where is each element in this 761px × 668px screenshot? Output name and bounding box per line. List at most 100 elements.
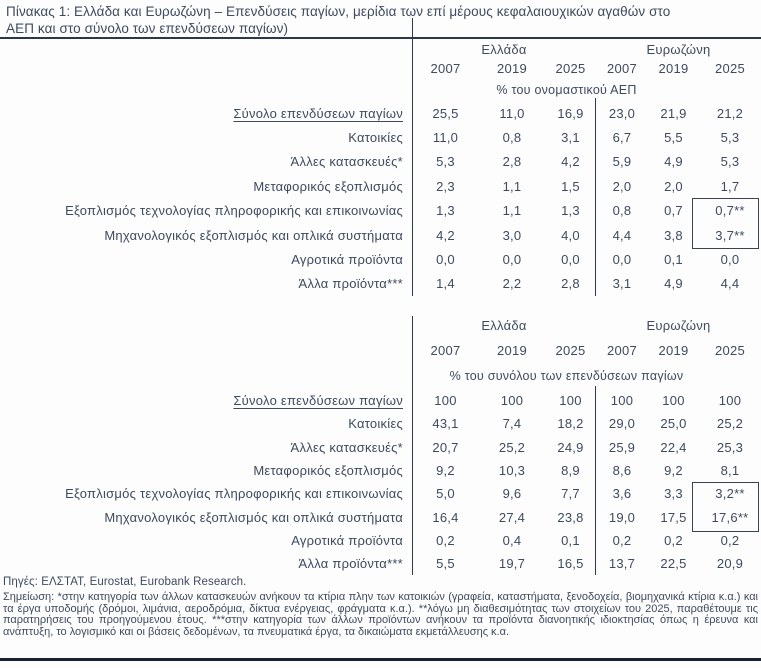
cell-value: 11,0: [432, 130, 459, 146]
unit-header: % του ονομαστικού ΑΕΠ: [496, 83, 637, 97]
cell-value: 5,3: [720, 130, 740, 146]
cell-value: 0,1: [561, 532, 580, 548]
cell-value: 2,0: [612, 178, 632, 194]
year-header: 2025: [555, 342, 586, 358]
column-group-eurozone: Ευρωζώνη: [646, 41, 711, 57]
cell-value: 1,1: [502, 203, 522, 219]
cell-value: 25,3: [716, 439, 744, 455]
cell-value: 100: [610, 393, 634, 409]
cell-value: 2,2: [502, 276, 522, 292]
cell-value: 29,0: [608, 416, 636, 432]
row-label: Μηχανολογικός εξοπλισμός και οπλικά συστ…: [104, 509, 403, 525]
cell-value: 19,0: [608, 509, 636, 525]
cell-value: 11,0: [499, 105, 525, 121]
year-header: 2025: [715, 61, 745, 76]
row-label: Σύνολο επενδύσεων παγίων: [233, 105, 403, 121]
footnote: Σημείωση: *στην κατηγορία των άλλων κατα…: [3, 591, 758, 638]
cell-value: 1,3: [436, 203, 455, 219]
cell-value: 1,7: [720, 178, 740, 194]
cell-value: 22,5: [660, 556, 687, 572]
cell-value: 43,1: [432, 416, 459, 432]
cell-value: 2,3: [436, 178, 455, 194]
row-label: Άλλα προϊόντα***: [298, 556, 403, 572]
cell-value: 21,9: [660, 105, 687, 121]
cell-value: 9,2: [436, 463, 455, 479]
cell-value: 5,9: [612, 154, 632, 170]
year-header: 2007: [607, 61, 637, 76]
cell-value: 25,5: [432, 105, 459, 121]
cell-value: 4,4: [720, 276, 740, 292]
row-label: Άλλα προϊόντα***: [298, 276, 403, 292]
row-label: Κατοικίες: [348, 130, 403, 146]
cell-value: 25,9: [608, 439, 636, 455]
cell-value: 3,6: [612, 486, 632, 502]
row-label: Αγροτικά προϊόντα: [291, 252, 403, 268]
cell-value: 7,7: [561, 486, 580, 502]
cell-value: 5,5: [436, 556, 455, 572]
cell-value: 0,2: [664, 532, 683, 548]
cell-value: 5,3: [720, 154, 740, 170]
row-label: Μεταφορικός εξοπλισμός: [253, 178, 403, 194]
row-label: Σύνολο επενδύσεων παγίων: [233, 393, 403, 409]
year-header: 2007: [430, 342, 461, 358]
cell-value: 13,7: [608, 556, 636, 572]
cell-value: 25,2: [716, 416, 744, 432]
cell-value: 5,3: [436, 154, 455, 170]
table-investment-shares: Ελλάδα Ευρωζώνη 2007 2019 2025 2007 2019 2025 % …: [0, 313, 761, 575]
cell-value: 4,2: [561, 154, 580, 170]
label-column-separator: [412, 18, 413, 296]
row-label: Μεταφορικός εξοπλισμός: [253, 463, 403, 479]
year-header: 2019: [497, 61, 527, 76]
row-label: Εξοπλισμός τεχνολογίας πληροφορικής και …: [65, 203, 403, 219]
cell-value: 0,4: [502, 532, 522, 548]
cell-value: 4,0: [561, 227, 580, 243]
cell-value: 5,5: [664, 130, 683, 146]
cell-value: 8,6: [612, 463, 632, 479]
cell-value: 0,7**: [715, 203, 745, 219]
row-label: Άλλες κατασκευές*: [290, 154, 403, 170]
year-header: 2025: [555, 61, 586, 76]
cell-value: 0,0: [561, 252, 580, 268]
cell-value: 3,3: [664, 486, 683, 502]
cell-value: 21,2: [716, 105, 744, 121]
column-group-greece: Ελλάδα: [481, 317, 527, 333]
year-header: 2019: [658, 61, 689, 76]
year-header: 2007: [607, 342, 637, 358]
cell-value: 0,2: [612, 532, 632, 548]
cell-value: 1,3: [561, 203, 580, 219]
row-label: Άλλες κατασκευές*: [290, 439, 403, 455]
country-group-separator: [595, 386, 596, 575]
cell-value: 3,1: [612, 276, 632, 292]
cell-value: 16,4: [432, 509, 459, 525]
cell-value: 100: [500, 393, 524, 409]
cell-value: 0,2: [720, 532, 740, 548]
cell-value: 0,8: [612, 203, 632, 219]
bottom-divider: [0, 658, 761, 661]
row-label: Μηχανολογικός εξοπλισμός και οπλικά συστ…: [104, 227, 403, 243]
year-header: 2007: [430, 61, 461, 76]
cell-value: 0,0: [612, 252, 632, 268]
cell-value: 5,0: [436, 486, 455, 502]
row-label: Εξοπλισμός τεχνολογίας πληροφορικής και …: [65, 486, 403, 502]
table-title: Πίνακας 1: Ελλάδα και Ευρωζώνη – Επενδύσ…: [6, 4, 671, 36]
country-group-separator: [595, 98, 596, 296]
year-header: 2019: [658, 342, 689, 358]
cell-value: 8,1: [720, 463, 740, 479]
cell-value: 0,0: [502, 252, 522, 268]
row-label: Αγροτικά προϊόντα: [291, 532, 403, 548]
cell-value: 16,9: [557, 105, 584, 121]
cell-value: 3,8: [664, 227, 683, 243]
cell-value: 23,0: [608, 105, 636, 121]
cell-value: 3,2**: [715, 486, 745, 502]
cell-value: 24,9: [557, 439, 584, 455]
cell-value: 27,4: [498, 509, 526, 525]
cell-value: 9,6: [502, 486, 522, 502]
cell-value: 17,6**: [711, 509, 749, 525]
title-divider: [0, 37, 761, 39]
cell-value: 8,9: [561, 463, 580, 479]
cell-value: 2,0: [664, 178, 683, 194]
unit-header: % του συνόλου των επενδύσεων παγίων: [449, 369, 684, 383]
cell-value: 4,9: [664, 276, 683, 292]
cell-value: 3,1: [561, 130, 580, 146]
